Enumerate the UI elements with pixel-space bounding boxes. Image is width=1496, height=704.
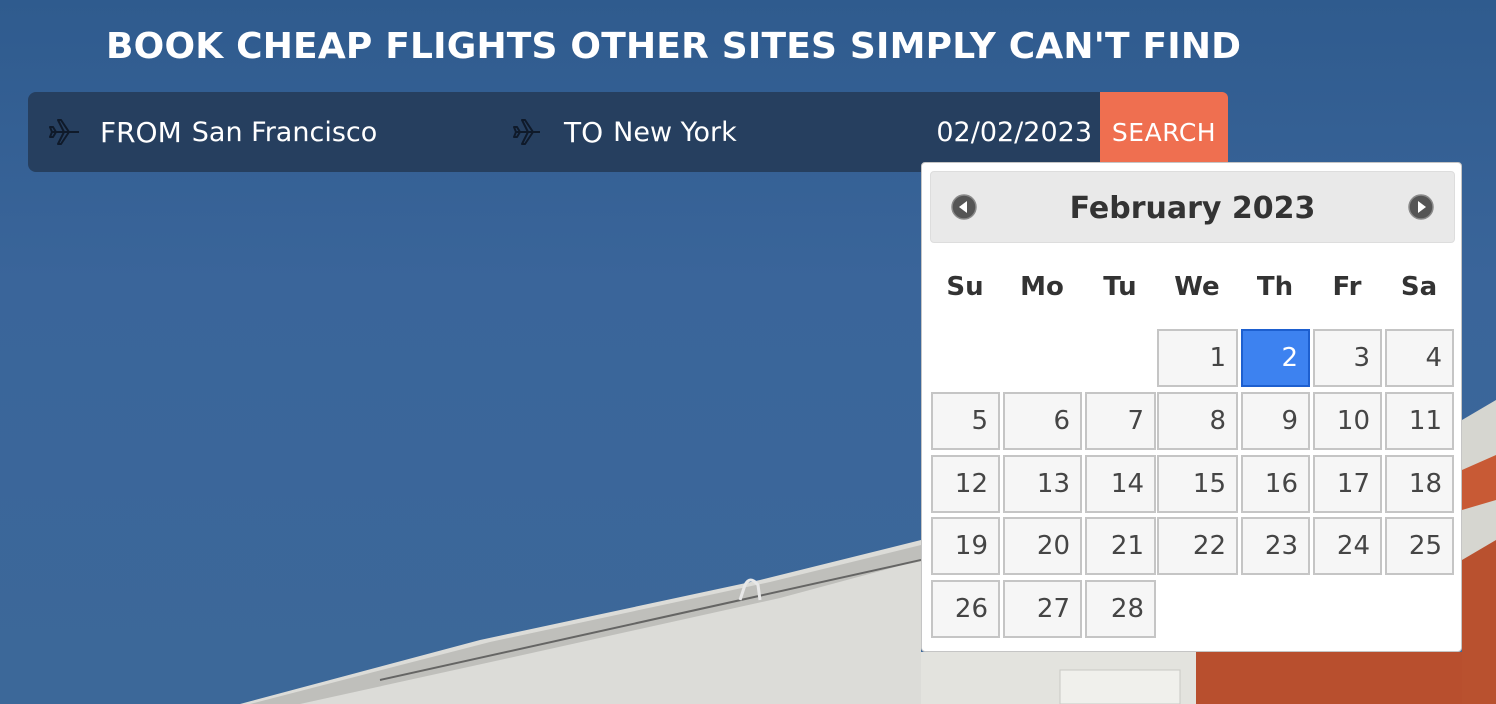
calendar-day-25[interactable]: 25 xyxy=(1385,517,1454,575)
prev-month-icon[interactable] xyxy=(951,194,977,220)
calendar-day-13[interactable]: 13 xyxy=(1003,455,1082,513)
date-input[interactable]: 02/02/2023 xyxy=(936,116,1092,148)
airplane-icon xyxy=(49,119,79,145)
calendar-day-3[interactable]: 3 xyxy=(1313,329,1382,387)
to-value[interactable]: New York xyxy=(613,116,737,148)
calendar-day-23[interactable]: 23 xyxy=(1241,517,1310,575)
calendar-day-24[interactable]: 24 xyxy=(1313,517,1382,575)
search-button[interactable]: SEARCH xyxy=(1100,92,1228,172)
calendar-day-14[interactable]: 14 xyxy=(1085,455,1156,513)
calendar-day-11[interactable]: 11 xyxy=(1385,392,1454,450)
page-headline: BOOK CHEAP FLIGHTS OTHER SITES SIMPLY CA… xyxy=(106,26,1242,67)
calendar-day-18[interactable]: 18 xyxy=(1385,455,1454,513)
datepicker-header: February 2023 xyxy=(930,171,1455,243)
weekday-th: Th xyxy=(1256,272,1294,302)
calendar-day-1[interactable]: 1 xyxy=(1157,329,1238,387)
calendar-day-27[interactable]: 27 xyxy=(1003,580,1082,638)
calendar-day-17[interactable]: 17 xyxy=(1313,455,1382,513)
calendar-day-4[interactable]: 4 xyxy=(1385,329,1454,387)
calendar-day-10[interactable]: 10 xyxy=(1313,392,1382,450)
to-label: TO xyxy=(564,115,604,149)
calendar-day-26[interactable]: 26 xyxy=(931,580,1000,638)
calendar-day-6[interactable]: 6 xyxy=(1003,392,1082,450)
next-month-icon[interactable] xyxy=(1408,194,1434,220)
calendar-day-22[interactable]: 22 xyxy=(1157,517,1238,575)
datepicker-popup: February 2023 Su Mo Tu We Th Fr Sa 1 2 3 4 5 6 7 8 9 10… xyxy=(921,162,1462,652)
calendar-day-15[interactable]: 15 xyxy=(1157,455,1238,513)
from-label: FROM xyxy=(100,115,182,149)
weekday-sa: Sa xyxy=(1400,272,1438,302)
from-field[interactable]: FROM San Francisco xyxy=(46,92,486,172)
calendar-day-2[interactable]: 2 xyxy=(1241,329,1310,387)
to-field[interactable]: TO New York xyxy=(510,92,890,172)
flight-search-bar: FROM San Francisco TO New York 02/02/202… xyxy=(28,92,1100,172)
month-title: February 2023 xyxy=(1069,190,1316,226)
weekday-tu: Tu xyxy=(1103,272,1137,302)
weekday-we: We xyxy=(1174,272,1220,302)
calendar-day-20[interactable]: 20 xyxy=(1003,517,1082,575)
calendar-day-8[interactable]: 8 xyxy=(1157,392,1238,450)
calendar-day-21[interactable]: 21 xyxy=(1085,517,1156,575)
calendar-day-28[interactable]: 28 xyxy=(1085,580,1156,638)
weekday-fr: Fr xyxy=(1332,272,1362,302)
airplane-icon xyxy=(513,119,540,145)
weekday-su: Su xyxy=(946,272,984,302)
from-value[interactable]: San Francisco xyxy=(191,116,378,148)
calendar-day-12[interactable]: 12 xyxy=(931,455,1000,513)
calendar-day-5[interactable]: 5 xyxy=(931,392,1000,450)
calendar-day-16[interactable]: 16 xyxy=(1241,455,1310,513)
calendar-day-7[interactable]: 7 xyxy=(1085,392,1156,450)
calendar-day-19[interactable]: 19 xyxy=(931,517,1000,575)
calendar-day-9[interactable]: 9 xyxy=(1241,392,1310,450)
weekday-mo: Mo xyxy=(1020,272,1064,302)
